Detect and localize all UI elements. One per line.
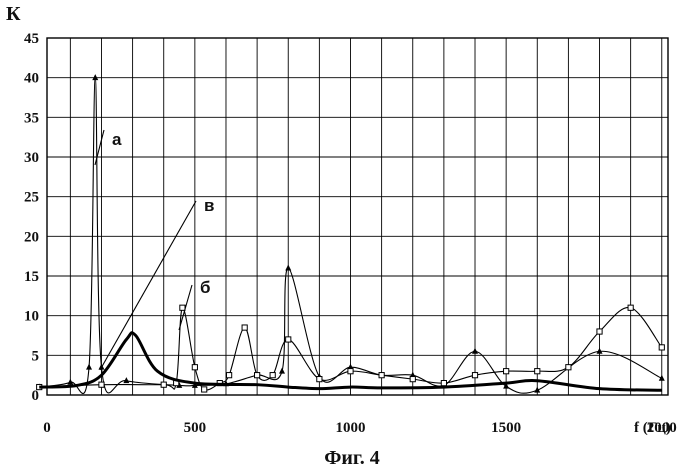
x-tick-label: 1000 [335, 420, 365, 436]
square-point [348, 369, 353, 374]
square-point [99, 382, 104, 387]
square-point [192, 365, 197, 370]
y-tick-label: 35 [24, 110, 39, 126]
triangle-point [86, 364, 92, 370]
square-point [504, 369, 509, 374]
y-tick-label: 5 [32, 348, 40, 364]
square-point [535, 369, 540, 374]
triangle-point [92, 74, 98, 80]
square-point [410, 377, 415, 382]
y-tick-label: 45 [24, 31, 39, 47]
y-axis-label: К [6, 3, 21, 25]
y-tick-label: 10 [24, 309, 39, 325]
y-tick-label: 25 [24, 190, 39, 206]
square-point [226, 373, 231, 378]
y-tick-label: 15 [24, 269, 39, 285]
triangle-point [285, 264, 291, 270]
triangle-point [67, 379, 73, 385]
annotation-label: б [200, 278, 211, 297]
square-point [180, 305, 185, 310]
square-point [202, 387, 207, 392]
square-point [597, 329, 602, 334]
x-tick-label: 500 [184, 420, 207, 436]
annotation-leader [100, 201, 196, 370]
square-point [659, 345, 664, 350]
y-tick-label: 20 [24, 229, 39, 245]
triangle-point [279, 368, 285, 374]
x-tick-label: 1500 [491, 420, 521, 436]
square-point [628, 305, 633, 310]
y-tick-label: 40 [24, 71, 39, 87]
y-tick-label: 0 [32, 388, 40, 404]
square-point [255, 373, 260, 378]
square-point [286, 337, 291, 342]
square-point [317, 377, 322, 382]
square-point [379, 373, 384, 378]
figure-caption: Фиг. 4 [324, 447, 380, 469]
square-point [566, 365, 571, 370]
square-point [472, 373, 477, 378]
triangle-point [472, 348, 478, 354]
annotation-label: а [112, 130, 122, 149]
annotation-label: в [204, 196, 214, 215]
square-point [441, 381, 446, 386]
y-tick-label: 30 [24, 150, 39, 166]
square-point [161, 382, 166, 387]
square-point [270, 373, 275, 378]
square-point [242, 325, 247, 330]
x-axis-label: f (Гц) [634, 420, 671, 436]
x-tick-label: 0 [43, 420, 51, 436]
